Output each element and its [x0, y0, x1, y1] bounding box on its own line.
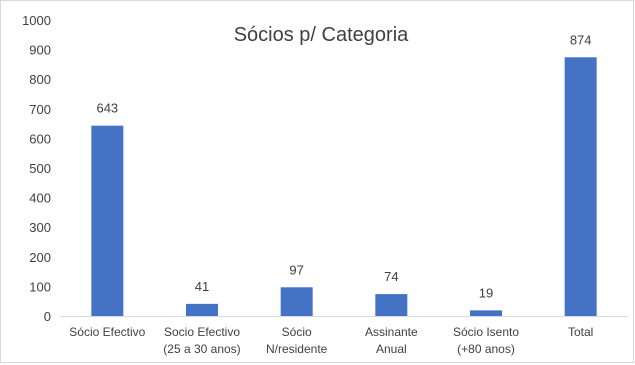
y-axis: 0 100 200 300 400 500 600 700 800 900 1000	[22, 13, 51, 324]
x-tick-label: (25 a 30 anos)	[163, 342, 240, 356]
y-tick-label: 300	[29, 220, 51, 235]
y-tick-label: 100	[29, 279, 51, 294]
x-tick-label: Assinante	[365, 325, 418, 339]
bar	[91, 125, 124, 316]
y-tick-label: 500	[29, 161, 51, 176]
y-tick-label: 0	[44, 309, 51, 324]
x-axis: Sócio Efectivo Socio Efectivo (25 a 30 ano…	[60, 316, 628, 356]
x-tick-label: N/residente	[266, 342, 328, 356]
bars	[91, 57, 597, 317]
y-tick-label: 800	[29, 72, 51, 87]
y-tick-label: 400	[29, 191, 51, 206]
y-tick-label: 700	[29, 102, 51, 117]
y-tick-label: 900	[29, 43, 51, 58]
bar	[470, 310, 502, 316]
x-tick-label: Sócio	[282, 325, 312, 339]
x-tick-label: Total	[568, 325, 593, 339]
data-label: 874	[570, 32, 592, 47]
data-label: 41	[195, 279, 209, 294]
data-label: 74	[384, 269, 398, 284]
chart-title: Sócios p/ Categoria	[234, 24, 409, 46]
bar	[564, 57, 597, 317]
x-tick-label: Sócio Efectivo	[69, 325, 145, 339]
y-tick-label: 200	[29, 250, 51, 265]
bar	[186, 303, 218, 316]
data-label: 97	[289, 262, 303, 277]
bar	[280, 287, 313, 316]
y-tick-label: 600	[29, 131, 51, 146]
bar	[375, 294, 408, 316]
x-tick-label: Socio Efectivo	[164, 325, 240, 339]
y-tick-label: 1000	[22, 13, 51, 28]
x-tick-label: Anual	[376, 342, 407, 356]
x-tick-label: (+80 anos)	[457, 342, 515, 356]
data-label: 19	[479, 285, 493, 300]
x-tick-label: Sócio Isento	[453, 325, 519, 339]
data-label: 643	[96, 101, 118, 116]
data-labels: 643 41 97 74 19 874	[96, 32, 591, 300]
